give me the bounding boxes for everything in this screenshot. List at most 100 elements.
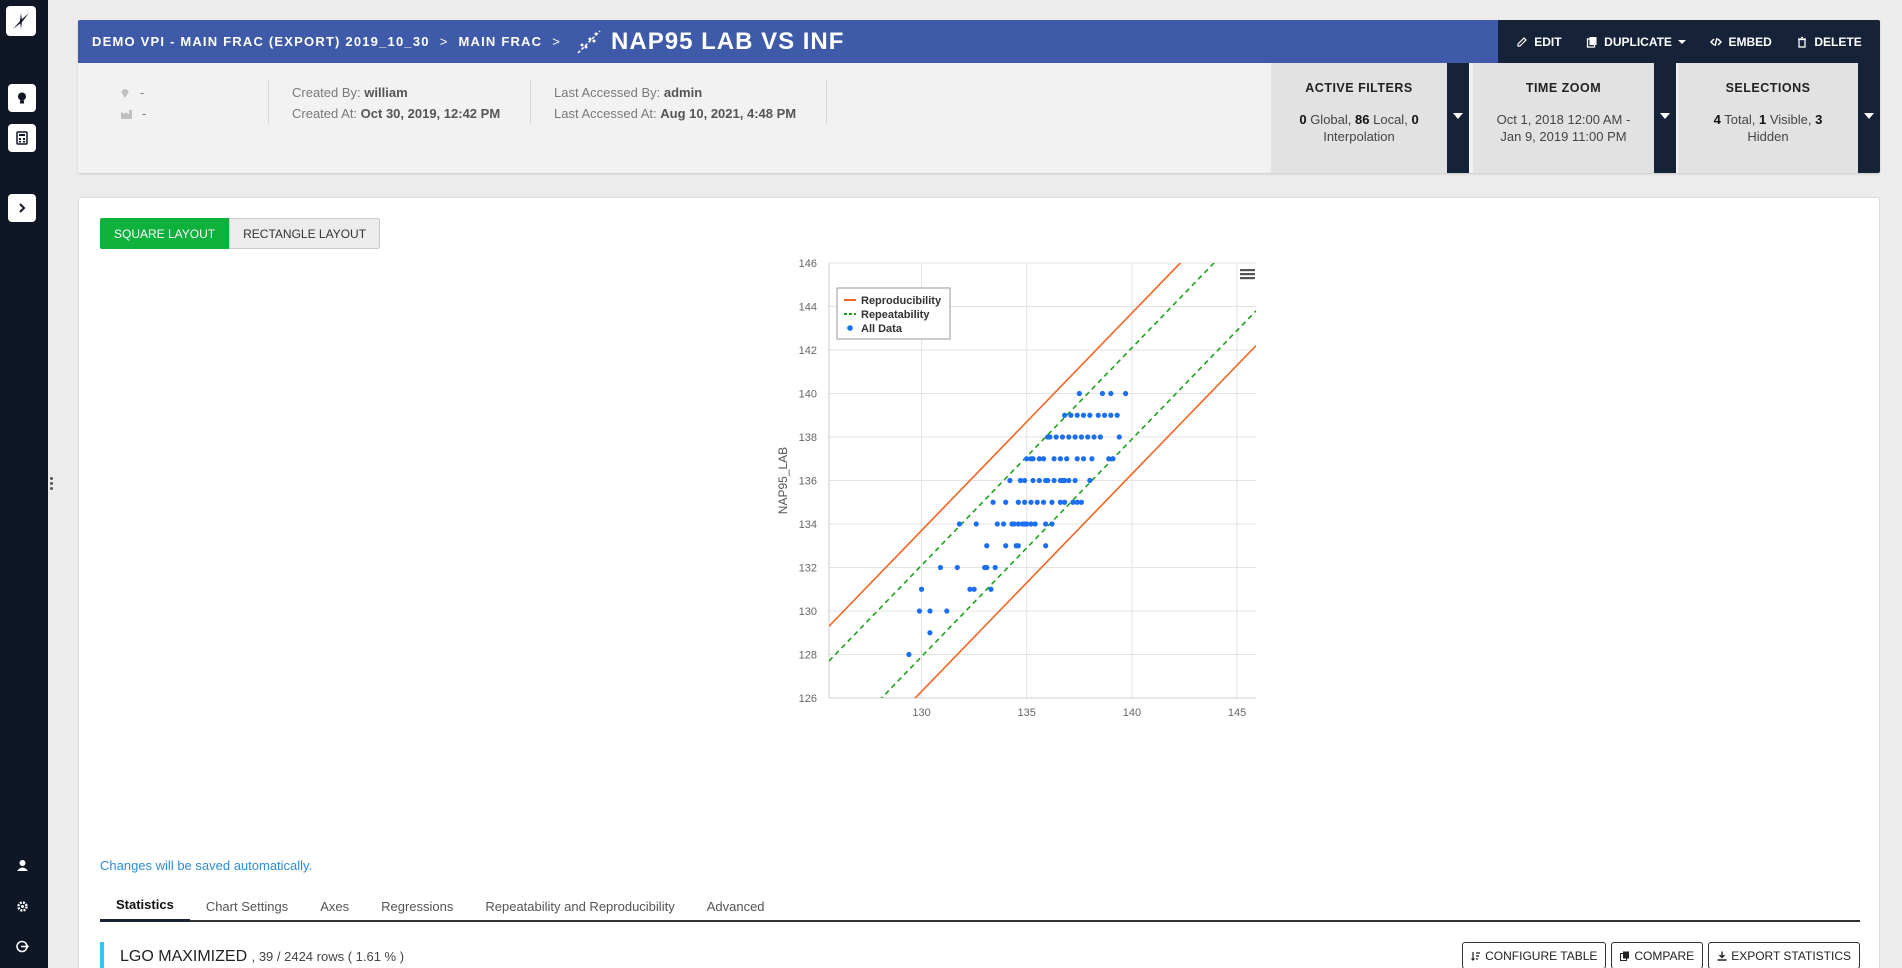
chart-menu-icon[interactable] [1240,273,1255,276]
data-point[interactable] [1099,390,1106,397]
calculator-button[interactable] [8,124,36,152]
compare-button[interactable]: COMPARE [1611,942,1704,968]
data-point[interactable] [1087,412,1093,418]
data-point[interactable] [1078,499,1085,505]
data-point[interactable] [1059,434,1066,440]
data-point[interactable] [918,586,925,592]
data-point[interactable] [1087,477,1093,484]
data-point[interactable] [1101,412,1108,418]
data-point[interactable] [937,564,944,571]
data-point[interactable] [1106,456,1112,462]
data-point[interactable] [1110,456,1116,462]
data-point[interactable] [944,608,950,614]
export-statistics-button[interactable]: EXPORT STATISTICS [1708,942,1860,968]
data-point[interactable] [1059,477,1066,484]
data-point[interactable] [984,543,990,549]
data-point[interactable] [1024,456,1030,462]
data-point[interactable] [973,521,979,527]
data-point[interactable] [1066,477,1072,484]
data-point[interactable] [1076,390,1082,397]
active-filters-dropdown[interactable] [1447,63,1469,173]
data-point[interactable] [1003,499,1009,505]
insights-button[interactable] [8,84,36,112]
configure-table-button[interactable]: CONFIGURE TABLE [1462,942,1607,968]
breadcrumb-project[interactable]: DEMO VPI - MAIN FRAC (EXPORT) 2019_10_30 [92,34,430,49]
data-point[interactable] [906,651,912,658]
data-point[interactable] [1045,477,1051,484]
data-point[interactable] [1066,434,1072,440]
data-point[interactable] [992,564,998,571]
data-point[interactable] [1040,456,1047,462]
data-point[interactable] [1028,499,1034,505]
data-point[interactable] [1034,499,1040,505]
data-point[interactable] [1074,456,1080,462]
data-point[interactable] [1007,477,1013,484]
expand-sidebar-button[interactable] [8,194,36,222]
data-point[interactable] [1061,412,1068,418]
time-zoom-dropdown[interactable] [1654,63,1676,173]
data-point[interactable] [971,586,977,592]
data-point[interactable] [1051,456,1057,462]
data-point[interactable] [1040,499,1047,505]
data-point[interactable] [1078,434,1085,440]
data-point[interactable] [1061,499,1068,505]
logout-button[interactable] [12,936,32,956]
duplicate-button[interactable]: DUPLICATE [1586,35,1686,49]
data-point[interactable] [1080,456,1087,462]
tab-statistics[interactable]: Statistics [100,890,190,922]
chart-menu-icon[interactable] [1240,269,1255,272]
data-point[interactable] [1053,434,1059,440]
data-point[interactable] [1015,521,1021,527]
data-point[interactable] [988,586,994,592]
data-point[interactable] [1036,477,1042,484]
data-point[interactable] [1028,456,1034,462]
data-point[interactable] [1068,412,1074,418]
data-point[interactable] [967,586,973,592]
data-point[interactable] [916,608,923,614]
data-point[interactable] [1045,434,1051,440]
data-point[interactable] [1057,456,1063,462]
data-point[interactable] [1085,434,1091,440]
data-point[interactable] [956,521,963,527]
data-point[interactable] [1030,477,1036,484]
data-point[interactable] [1049,521,1055,527]
data-point[interactable] [1074,412,1080,418]
tab-repeatability[interactable]: Repeatability and Reproducibility [485,898,675,914]
tab-axes[interactable]: Axes [320,898,350,914]
scatter-chart[interactable]: 126 128 130 132 134 136 138 140 142 144 146 130 135 1… [679,248,1359,741]
app-logo[interactable] [6,6,36,36]
time-zoom-panel[interactable]: TIME ZOOM Oct 1, 2018 12:00 AM - Jan 9, 2… [1473,63,1654,173]
data-point[interactable] [994,521,1000,527]
data-point[interactable] [1022,499,1028,505]
data-point[interactable] [1049,499,1055,505]
data-point[interactable] [1003,543,1009,549]
panel-resize-handle[interactable] [50,476,54,492]
data-point[interactable] [1072,434,1078,440]
edit-button[interactable]: EDIT [1516,35,1562,49]
data-point[interactable] [1108,412,1114,418]
data-point[interactable] [1043,543,1049,549]
data-point[interactable] [1011,521,1017,527]
data-point[interactable] [1022,477,1028,484]
data-point[interactable] [1043,521,1049,527]
active-filters-panel[interactable]: ACTIVE FILTERS 0 Global, 86 Local, 0 Inte… [1271,63,1447,173]
data-point[interactable] [1097,434,1103,440]
data-point[interactable] [927,630,933,636]
profile-button[interactable] [12,855,32,875]
data-point[interactable] [1114,412,1120,418]
data-point[interactable] [1091,434,1097,440]
data-point[interactable] [990,499,996,505]
selections-panel[interactable]: SELECTIONS 4 Total, 1 Visible, 3 Hidden [1678,63,1858,173]
data-point[interactable] [984,564,990,571]
data-point[interactable] [927,608,933,614]
data-point[interactable] [1089,456,1095,462]
square-layout-button[interactable]: SQUARE LAYOUT [100,218,230,249]
data-point[interactable] [1015,499,1021,505]
selections-dropdown[interactable] [1858,63,1880,173]
data-point[interactable] [1122,390,1129,397]
data-point[interactable] [1116,434,1122,440]
settings-button[interactable] [12,896,32,916]
data-point[interactable] [1074,499,1080,505]
data-point[interactable] [1072,477,1078,484]
tab-regressions[interactable]: Regressions [381,898,454,914]
